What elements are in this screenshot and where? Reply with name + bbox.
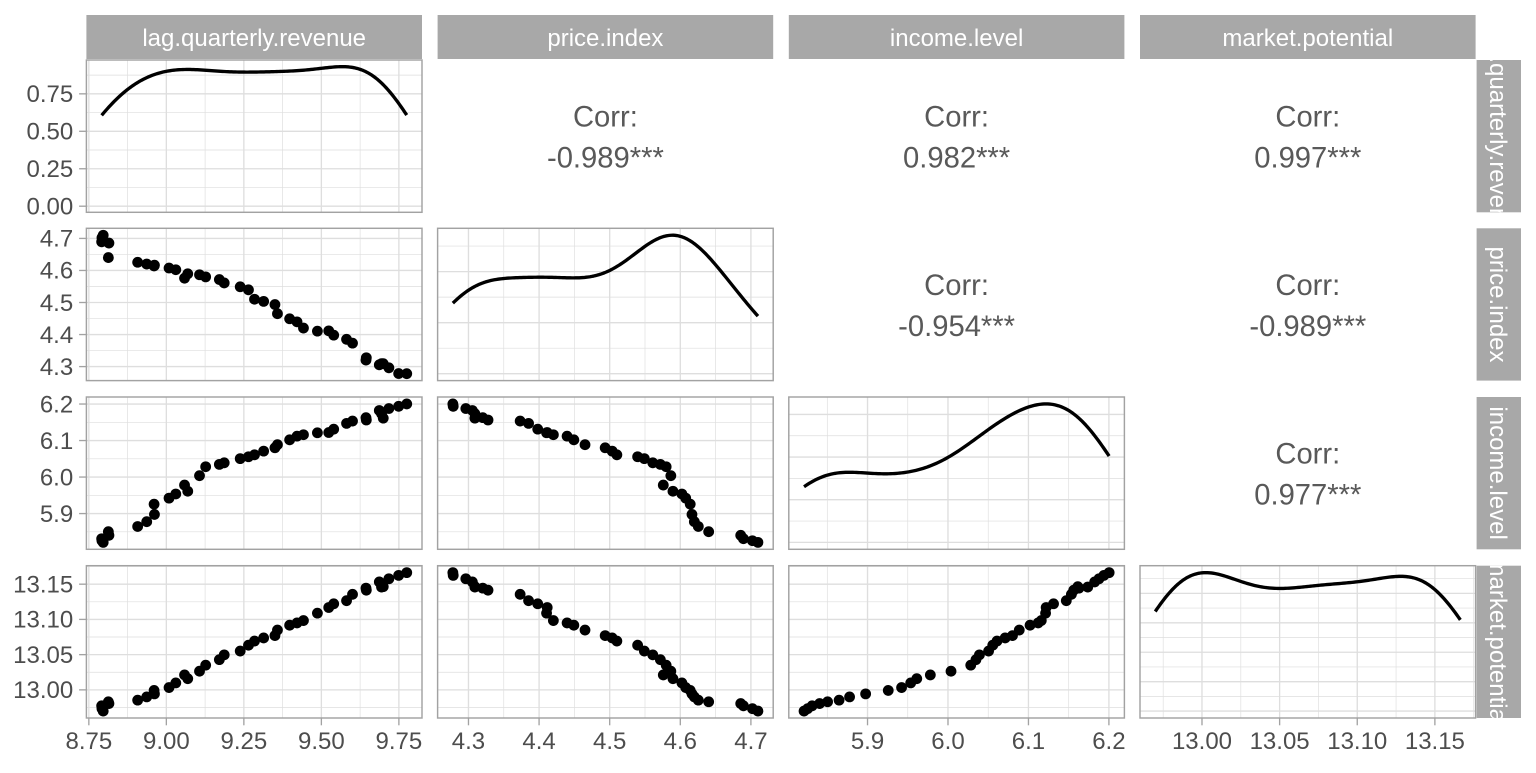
svg-text:13.10: 13.10 xyxy=(13,607,73,634)
svg-text:market.potential: market.potential xyxy=(1222,25,1393,52)
svg-text:4.4: 4.4 xyxy=(522,728,555,755)
svg-text:6.2: 6.2 xyxy=(40,391,73,418)
svg-text:Corr:: Corr: xyxy=(924,270,989,302)
svg-text:lag.quarterly.revenue: lag.quarterly.revenue xyxy=(142,25,366,52)
svg-text:0.977***: 0.977*** xyxy=(1254,480,1361,512)
svg-text:13.00: 13.00 xyxy=(1172,728,1232,755)
svg-text:13.05: 13.05 xyxy=(1250,728,1310,755)
svg-text:-0.989***: -0.989*** xyxy=(547,143,664,175)
svg-text:Corr:: Corr: xyxy=(924,102,989,134)
svg-text:13.15: 13.15 xyxy=(13,571,73,598)
svg-text:4.4: 4.4 xyxy=(40,322,73,349)
svg-text:-0.954***: -0.954*** xyxy=(898,311,1015,343)
svg-text:4.6: 4.6 xyxy=(40,258,73,285)
svg-text:price.index: price.index xyxy=(547,25,663,52)
svg-text:5.9: 5.9 xyxy=(40,501,73,528)
svg-text:4.5: 4.5 xyxy=(593,728,626,755)
svg-text:6.0: 6.0 xyxy=(40,464,73,491)
svg-text:0.997***: 0.997*** xyxy=(1254,143,1361,175)
svg-text:Corr:: Corr: xyxy=(1275,270,1340,302)
svg-text:4.3: 4.3 xyxy=(452,728,485,755)
svg-text:13.00: 13.00 xyxy=(13,677,73,704)
svg-text:Corr:: Corr: xyxy=(573,102,638,134)
svg-text:9.25: 9.25 xyxy=(221,728,268,755)
svg-text:0.00: 0.00 xyxy=(26,193,73,220)
svg-text:0.75: 0.75 xyxy=(26,81,73,108)
svg-text:4.3: 4.3 xyxy=(40,354,73,381)
svg-text:6.0: 6.0 xyxy=(931,728,964,755)
svg-text:0.25: 0.25 xyxy=(26,156,73,183)
svg-text:13.10: 13.10 xyxy=(1327,728,1387,755)
svg-text:price.index: price.index xyxy=(1484,246,1511,362)
svg-text:4.7: 4.7 xyxy=(40,226,73,253)
svg-text:lag.quarterly.revenue: lag.quarterly.revenue xyxy=(1484,24,1511,248)
svg-text:5.9: 5.9 xyxy=(851,728,884,755)
svg-text:9.50: 9.50 xyxy=(298,728,345,755)
svg-text:8.75: 8.75 xyxy=(65,728,112,755)
svg-text:Corr:: Corr: xyxy=(1275,102,1340,134)
svg-text:0.50: 0.50 xyxy=(26,119,73,146)
svg-text:13.15: 13.15 xyxy=(1405,728,1465,755)
svg-text:-0.989***: -0.989*** xyxy=(1249,311,1366,343)
svg-text:9.00: 9.00 xyxy=(143,728,190,755)
svg-text:6.1: 6.1 xyxy=(40,428,73,455)
svg-text:4.5: 4.5 xyxy=(40,290,73,317)
svg-text:market.potential: market.potential xyxy=(1484,557,1511,728)
svg-text:6.2: 6.2 xyxy=(1092,728,1125,755)
svg-text:13.05: 13.05 xyxy=(13,642,73,669)
svg-text:income.level: income.level xyxy=(890,25,1023,52)
svg-text:4.7: 4.7 xyxy=(734,728,767,755)
svg-text:0.982***: 0.982*** xyxy=(903,143,1010,175)
svg-text:Corr:: Corr: xyxy=(1275,439,1340,471)
svg-text:income.level: income.level xyxy=(1484,406,1511,539)
svg-text:9.75: 9.75 xyxy=(376,728,423,755)
svg-text:4.6: 4.6 xyxy=(664,728,697,755)
svg-text:6.1: 6.1 xyxy=(1012,728,1045,755)
